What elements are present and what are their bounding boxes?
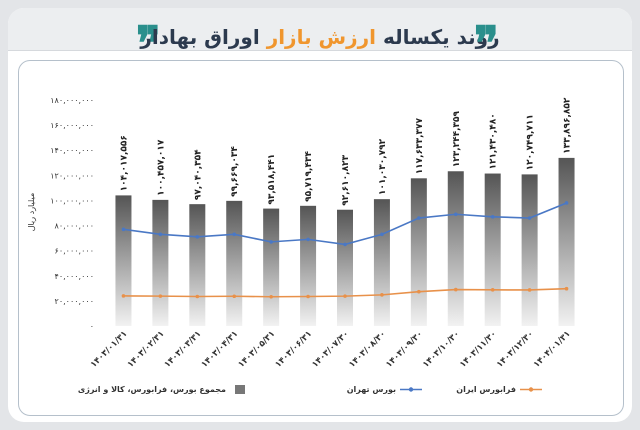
bar-value-label: ۹۲,۶۱۰,۸۲۳ (341, 154, 351, 205)
bar-total-market (226, 200, 243, 326)
x-tick-label: ۱۴۰۳/۰۸/۳۰ (347, 329, 388, 370)
bar-total-market (263, 208, 280, 326)
point-ifb (121, 294, 126, 298)
x-tick-label: ۱۴۰۳/۰۶/۳۱ (273, 329, 314, 370)
x-tick-label: ۱۴۰۳/۰۹/۳۰ (384, 329, 425, 370)
point-ifb (527, 288, 532, 292)
legend-marker (528, 387, 534, 392)
point-tehran-exchange (380, 232, 384, 237)
legend-marker (408, 387, 414, 392)
quote-mark-left-icon: ❞ (136, 16, 161, 70)
point-tehran-exchange (121, 227, 126, 232)
point-ifb (195, 294, 200, 299)
point-tehran-exchange (195, 235, 200, 239)
quote-mark-right-icon: ❞ (474, 16, 499, 70)
bar-value-label: ۱۳۳,۸۹۶,۸۵۲ (563, 97, 573, 154)
x-tick-label: ۱۴۰۳/۰۱/۳۱ (89, 329, 130, 370)
bar-total-market (189, 204, 206, 326)
x-tick-label: ۱۴۰۳/۰۴/۳۱ (200, 329, 241, 370)
title-part-2: ارزش بازار (266, 25, 377, 49)
legend-label: بورس تهران (347, 385, 396, 395)
point-ifb (453, 287, 458, 292)
y-axis-label: میلیارد ریال (27, 193, 36, 232)
x-tick-label: ۱۴۰۳/۱۰/۳۰ (421, 329, 462, 370)
page-title: روند یکساله ارزش بازار اوراق بهادار (8, 25, 632, 49)
point-ifb (417, 289, 421, 294)
point-tehran-exchange (158, 232, 163, 237)
bar-value-label: ۱۰۴,۰۱۷,۵۵۶ (119, 135, 129, 191)
point-tehran-exchange (490, 214, 495, 219)
bar-total-market (410, 178, 427, 326)
y-tick-label: ۸۰,۰۰۰,۰۰۰ (55, 222, 94, 231)
legend-swatch (235, 385, 245, 394)
x-tick-label: ۱۴۰۳/۰۲/۳۱ (126, 329, 167, 370)
legend-item: مجموع بورس، فرابورس، کالا و انرژی (78, 385, 245, 395)
x-tick-label: ۱۴۰۳/۱۲/۳۰ (495, 329, 536, 370)
y-tick-label: ۴۰,۰۰۰,۰۰۰ (55, 272, 94, 281)
point-ifb (306, 294, 310, 299)
bar-value-label: ۱۱۷,۶۳۳,۳۷۷ (415, 118, 425, 175)
x-tick-label: ۱۴۰۳/۰۵/۳۱ (236, 329, 277, 370)
bar-value-label: ۹۷,۰۴۰,۳۵۴ (193, 149, 203, 200)
point-tehran-exchange (232, 232, 237, 237)
title-part-1: روند یکساله (383, 25, 500, 49)
bar-value-label: ۱۲۳,۲۴۴,۳۵۹ (452, 110, 462, 167)
y-tick-label: ۰ (90, 322, 94, 331)
bar-total-market (300, 205, 317, 326)
y-tick-label: ۱۸۰,۰۰۰,۰۰۰ (50, 96, 94, 105)
point-ifb (564, 286, 569, 291)
bar-value-label: ۹۳,۵۱۸,۴۴۱ (267, 154, 277, 205)
legend-item: بورس تهران (347, 385, 422, 395)
y-tick-label: ۱۲۰,۰۰۰,۰۰۰ (50, 171, 94, 180)
bar-total-market (373, 199, 390, 326)
point-tehran-exchange (527, 216, 532, 220)
point-tehran-exchange (343, 242, 347, 247)
y-tick-label: ۲۰,۰۰۰,۰۰۰ (55, 297, 94, 306)
point-ifb (158, 294, 163, 298)
bar-total-market (337, 209, 353, 326)
point-tehran-exchange (564, 201, 569, 205)
bar-total-market (521, 174, 538, 326)
header-bar: ❞ روند یکساله ارزش بازار اوراق بهادار ❞ (8, 8, 632, 66)
y-tick-label: ۶۰,۰۰۰,۰۰۰ (55, 247, 94, 256)
point-tehran-exchange (306, 237, 310, 242)
y-tick-label: ۱۴۰,۰۰۰,۰۰۰ (50, 146, 94, 155)
point-ifb (490, 288, 495, 292)
x-tick-label: ۱۴۰۳/۰۳/۳۱ (163, 329, 204, 370)
bar-value-label: ۱۲۰,۷۴۹,۷۱۱ (526, 114, 536, 170)
point-tehran-exchange (417, 216, 421, 220)
point-tehran-exchange (269, 240, 273, 244)
bar-total-market (115, 195, 132, 326)
title-part-3: اوراق بهادار (140, 25, 260, 49)
point-ifb (343, 294, 347, 298)
legend-item: فرابورس ایران (456, 385, 542, 395)
x-tick-label: ۱۴۰۳/۰۷/۳۰ (310, 329, 351, 370)
bar-value-label: ۱۰۰,۴۵۷,۰۱۷ (156, 139, 166, 196)
y-tick-label: ۱۶۰,۰۰۰,۰۰۰ (50, 121, 94, 130)
bar-total-market (447, 171, 464, 326)
bar-value-label: ۹۵,۷۱۹,۴۳۴ (304, 151, 314, 202)
point-ifb (269, 294, 273, 299)
point-ifb (380, 293, 384, 297)
legend-label: مجموع بورس، فرابورس، کالا و انرژی (78, 385, 226, 395)
bar-total-market (152, 199, 169, 326)
x-tick-label: ۱۴۰۴/۰۱/۳۱ (532, 329, 573, 370)
point-tehran-exchange (453, 212, 458, 217)
bar-value-label: ۱۰۱,۰۳۰,۷۹۲ (378, 138, 388, 195)
legend-label: فرابورس ایران (456, 385, 516, 395)
bar-value-label: ۹۹,۶۶۹,۰۳۴ (230, 146, 240, 197)
y-tick-label: ۱۰۰,۰۰۰,۰۰۰ (50, 196, 94, 205)
bar-value-label: ۱۲۱,۴۳۰,۴۸۰ (489, 113, 499, 169)
bar-total-market (558, 157, 575, 326)
point-ifb (232, 294, 237, 299)
bar-total-market (484, 173, 501, 326)
x-tick-label: ۱۴۰۳/۱۱/۳۰ (458, 329, 499, 370)
